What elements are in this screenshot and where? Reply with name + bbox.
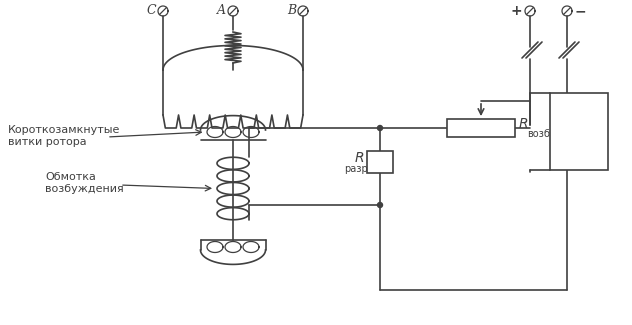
- Text: Короткозамкнутые: Короткозамкнутые: [8, 125, 120, 135]
- Text: Обмотка: Обмотка: [45, 172, 96, 182]
- Bar: [447, 119, 515, 137]
- Text: $R$: $R$: [518, 117, 528, 131]
- Bar: [550, 93, 608, 170]
- Text: $R$: $R$: [354, 151, 364, 165]
- Text: A: A: [217, 4, 226, 17]
- Text: возб: возб: [527, 129, 550, 139]
- Circle shape: [377, 202, 382, 207]
- Text: витки ротора: витки ротора: [8, 137, 87, 147]
- Text: разр: разр: [344, 164, 368, 174]
- Text: B: B: [287, 4, 296, 17]
- Text: −: −: [575, 4, 586, 18]
- Text: C: C: [147, 4, 156, 17]
- Text: +: +: [511, 4, 522, 18]
- Circle shape: [377, 125, 382, 131]
- Bar: [367, 151, 393, 173]
- Text: возбуждения: возбуждения: [45, 184, 124, 194]
